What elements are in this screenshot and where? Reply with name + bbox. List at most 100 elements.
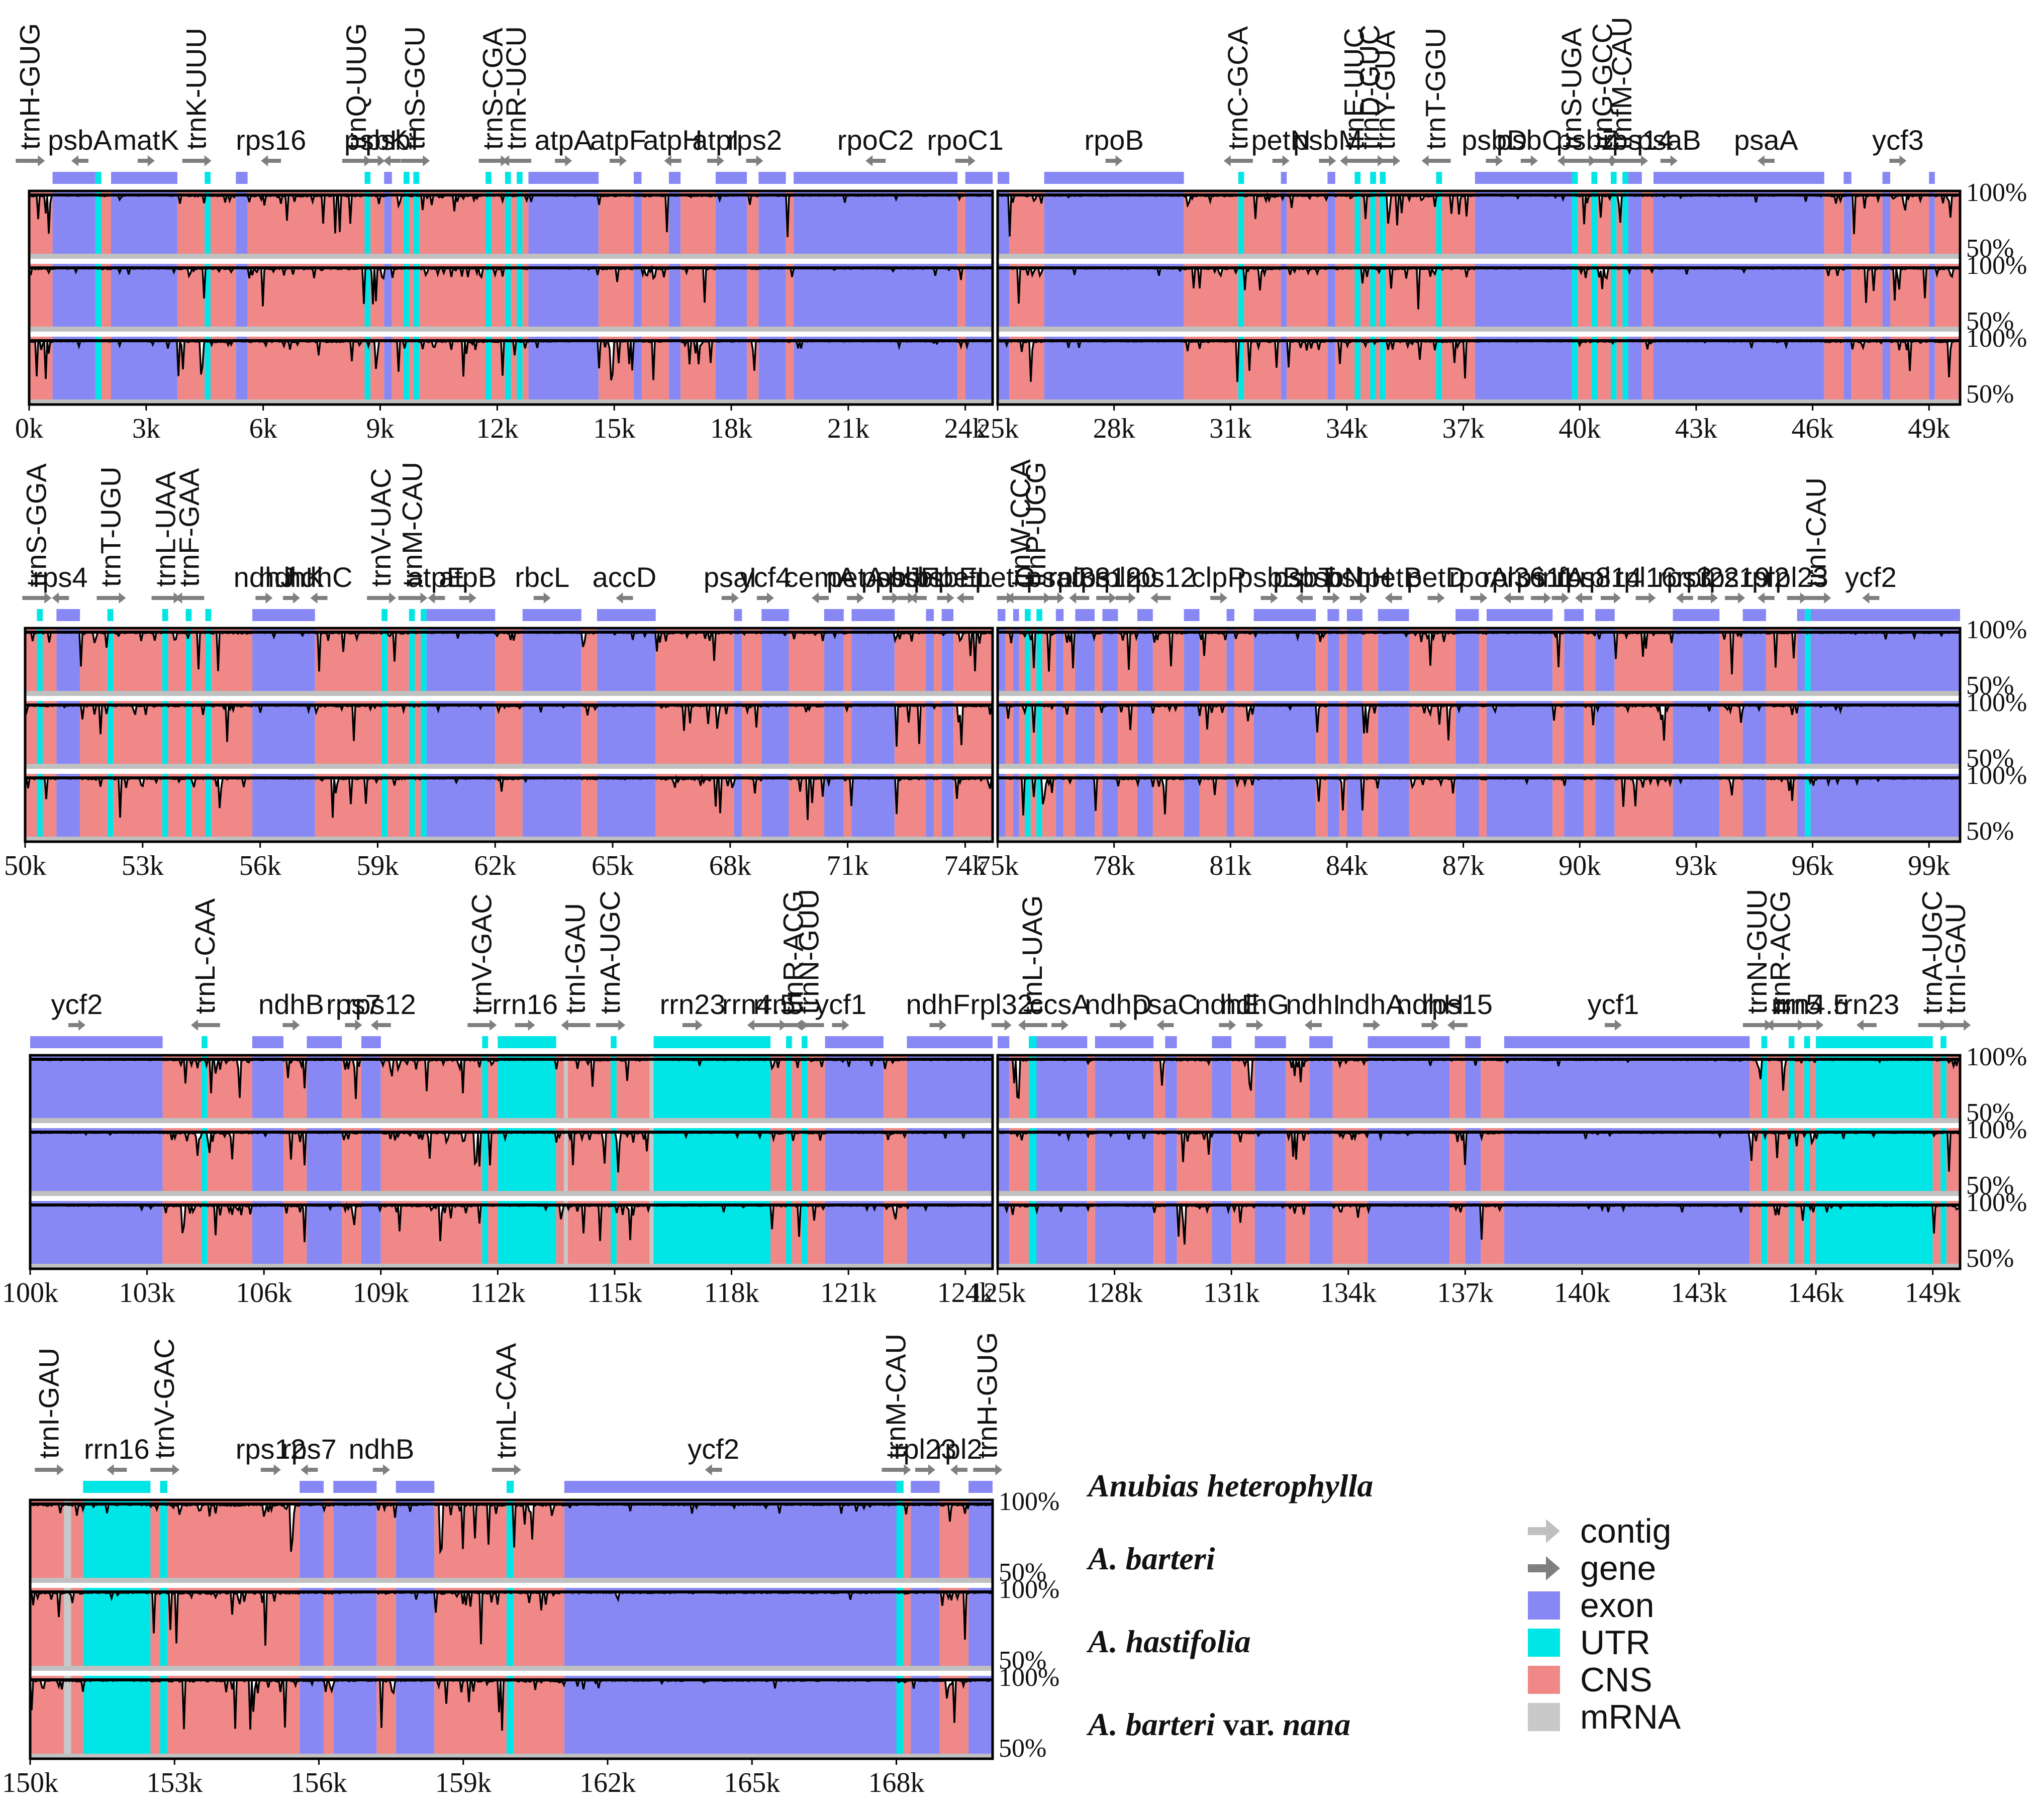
gene-arrow — [1355, 155, 1385, 166]
x-tick-label: 165k — [724, 1767, 780, 1798]
region-cns — [1376, 191, 1380, 259]
region-utr — [1940, 1201, 1946, 1269]
gene-label: trnL-CAA — [490, 1343, 522, 1459]
gene-label: trnL-UAG — [1016, 895, 1048, 1015]
annotation-block — [653, 1036, 771, 1048]
region-cns — [315, 628, 382, 696]
region-cns — [1360, 337, 1371, 405]
region-exon — [30, 1128, 163, 1196]
gene-arrow — [1766, 1020, 1796, 1031]
region-utr — [1816, 1128, 1933, 1196]
annotation-block — [794, 172, 958, 184]
region-cns — [895, 774, 926, 842]
gene-label: psaC — [1132, 988, 1198, 1020]
region-exon — [1475, 337, 1572, 405]
region-cns — [903, 1676, 911, 1759]
annotation-block — [824, 609, 844, 621]
x-tick-label: 121k — [820, 1277, 877, 1308]
gene-label: trnE-UUC — [1338, 28, 1370, 150]
y-label-50: 50% — [1966, 380, 2014, 409]
region-utr — [1622, 337, 1628, 405]
gene-arrow — [1698, 592, 1718, 603]
region-exon — [1044, 191, 1184, 259]
region-cns — [1184, 191, 1238, 259]
contig-arrow-icon — [1528, 1519, 1560, 1543]
x-tick-label: 53k — [122, 850, 164, 881]
region-exon — [1226, 774, 1235, 842]
region-exon — [926, 774, 934, 842]
region-cns — [903, 1500, 911, 1583]
contig-bar — [998, 764, 1960, 769]
gene-arrow — [1601, 592, 1621, 603]
region-exon — [1095, 1201, 1154, 1269]
region-cns — [324, 1588, 334, 1671]
region-utr — [611, 1201, 617, 1269]
region-cns — [150, 1500, 160, 1583]
region-exon — [907, 1128, 993, 1196]
gene-arrow — [282, 592, 300, 603]
region-cns — [742, 701, 762, 769]
gene-label: trnN-GUU — [793, 889, 825, 1014]
gene-label: psbN — [1299, 561, 1365, 593]
region-utr — [1238, 191, 1244, 259]
gene-arrow — [1219, 1020, 1236, 1031]
gene-label: trnA-UGC — [594, 890, 626, 1014]
annotation-block — [95, 172, 102, 184]
annotation-block — [896, 1481, 904, 1493]
region-cns — [792, 1128, 802, 1196]
annotation-block — [1238, 172, 1244, 184]
region-cns — [843, 774, 852, 842]
region-utr — [1380, 191, 1386, 259]
gene-arrow — [882, 592, 900, 603]
annotation-block — [851, 609, 895, 621]
gene-arrow — [769, 1020, 787, 1031]
region-exon — [56, 628, 80, 696]
region-cns — [25, 774, 37, 842]
region-exon — [1253, 774, 1316, 842]
region-utr — [107, 701, 114, 769]
region-exon — [1843, 264, 1852, 332]
annotation-block — [482, 1036, 488, 1048]
region-cns — [1376, 264, 1380, 332]
region-exon — [1013, 774, 1019, 842]
gene-arrow — [1889, 155, 1907, 166]
gene-label: trnfM-CAU — [1606, 17, 1637, 150]
annotation-block — [404, 172, 410, 184]
gene-arrow — [182, 155, 212, 166]
panel-frame — [996, 627, 1962, 843]
region-cns — [511, 337, 517, 405]
region-cns — [680, 191, 716, 259]
region-exon — [1882, 264, 1891, 332]
region-exon — [1368, 1201, 1450, 1269]
legend-label-utr: UTR — [1580, 1624, 1650, 1662]
region-utr — [1380, 337, 1386, 405]
region-cns — [315, 701, 382, 769]
gene-arrow — [882, 1464, 911, 1475]
gene-label: psbI — [365, 124, 419, 156]
region-exon — [1843, 337, 1852, 405]
gene-label: psaB — [1637, 124, 1701, 156]
region-exon — [911, 1500, 940, 1583]
region-exon — [1044, 337, 1184, 405]
x-tick-label: 112k — [470, 1277, 525, 1308]
region-exon — [307, 1201, 342, 1269]
region-exon — [907, 1055, 993, 1123]
region-exon — [633, 191, 642, 259]
region-utr — [95, 264, 102, 332]
region-cns — [1362, 774, 1378, 842]
region-cns — [1641, 191, 1653, 259]
region-utr — [364, 191, 371, 259]
gene-label: trnR-UCU — [500, 26, 532, 150]
region-exon — [998, 1055, 1010, 1123]
region-cns — [495, 701, 523, 769]
gene-arrow — [1069, 592, 1090, 603]
track-2 — [30, 1128, 993, 1196]
x-tick-label: 24k — [944, 413, 987, 444]
region-utr — [404, 337, 410, 405]
annotation-block — [1816, 1036, 1933, 1048]
annotation-block — [396, 1481, 435, 1493]
y-label-100: 100% — [999, 1575, 1059, 1604]
gene-arrow — [260, 1464, 281, 1475]
gene-label: petA — [827, 561, 885, 593]
